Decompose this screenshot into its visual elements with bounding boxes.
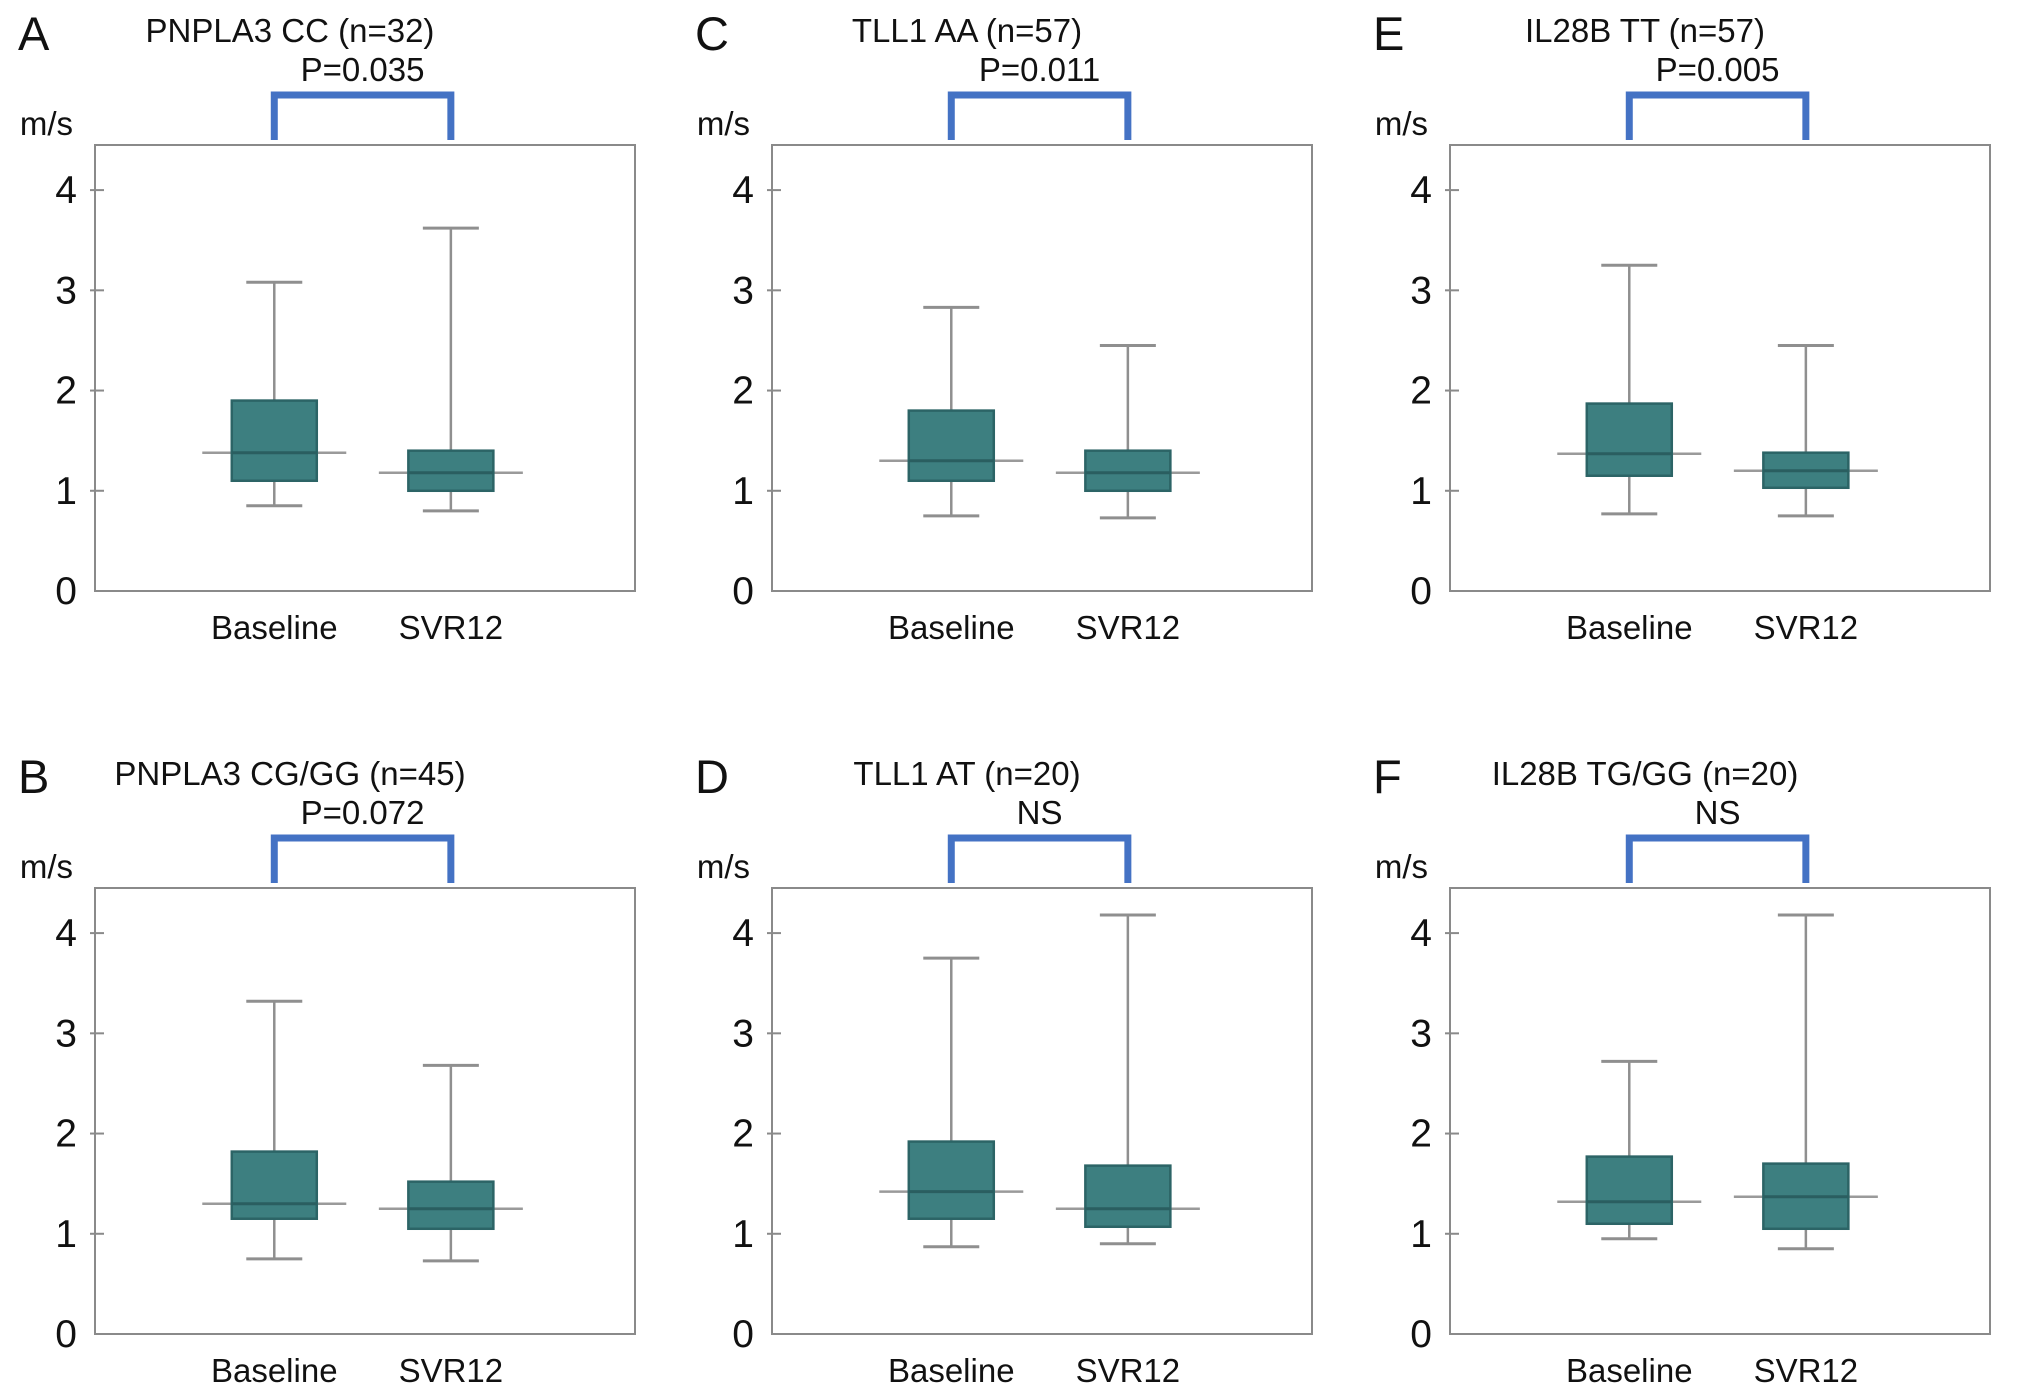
panel-title: PNPLA3 CC (n=32) (146, 12, 435, 49)
panel-title: IL28B TG/GG (n=20) (1492, 755, 1799, 792)
y-axis-tick-label: 1 (55, 470, 77, 513)
category-label: SVR12 (399, 1352, 504, 1389)
panel-letter: F (1373, 750, 1402, 803)
iqr-box (1084, 1164, 1172, 1229)
y-axis-tick-label: 4 (1410, 169, 1432, 212)
y-axis-unit-label: m/s (1375, 848, 1428, 885)
y-axis-tick-label: 2 (55, 1113, 77, 1156)
y-axis-tick-label: 3 (732, 269, 754, 312)
y-axis-tick-label: 3 (55, 1012, 77, 1055)
panel-title: PNPLA3 CG/GG (n=45) (114, 755, 465, 792)
plot-frame (94, 887, 636, 1335)
iqr-box (907, 409, 996, 483)
category-label: Baseline (211, 1352, 338, 1389)
category-label: Baseline (1566, 1352, 1693, 1389)
category-label: Baseline (888, 609, 1015, 646)
panel-title: TLL1 AA (n=57) (852, 12, 1082, 49)
y-axis-tick-label: 3 (1410, 1012, 1432, 1055)
p-value-label: NS (1017, 794, 1063, 831)
panel-E: E IL28B TT (n=57)P=0.005 m/s 4 3 2 1 0 Baseline S… (1373, 7, 1991, 646)
y-axis-tick-label: 4 (732, 169, 754, 212)
significance-bracket (270, 91, 455, 140)
plot-frame (1449, 144, 1991, 592)
y-axis-tick-label: 3 (1410, 269, 1432, 312)
panel-letter: A (18, 7, 50, 60)
y-axis-tick-label: 2 (1410, 370, 1432, 413)
panel-letter: E (1373, 7, 1404, 60)
y-axis-tick-label: 2 (1410, 1113, 1432, 1156)
y-axis-tick-label: 1 (55, 1213, 77, 1256)
iqr-box (407, 1180, 495, 1231)
p-value-label: P=0.011 (979, 51, 1100, 88)
iqr-box (1585, 1155, 1674, 1226)
significance-bracket (947, 91, 1132, 140)
y-axis-tick-label: 1 (732, 1213, 754, 1256)
y-axis-tick-label: 0 (55, 1313, 77, 1356)
iqr-box (907, 1140, 996, 1220)
panel-A: A PNPLA3 CC (n=32)P=0.035 m/s 4 3 2 1 0 Baseline… (18, 7, 636, 646)
significance-bracket (947, 834, 1132, 883)
y-axis-tick-label: 1 (1410, 470, 1432, 513)
plot-frame (1449, 887, 1991, 1335)
y-axis-unit-label: m/s (697, 848, 750, 885)
y-axis-unit-label: m/s (697, 105, 750, 142)
category-label: Baseline (1566, 609, 1693, 646)
category-label: SVR12 (1076, 1352, 1181, 1389)
iqr-box (1084, 449, 1172, 493)
significance-bracket (1625, 834, 1810, 883)
y-axis-tick-label: 1 (732, 470, 754, 513)
iqr-box (230, 1150, 319, 1220)
y-axis-tick-label: 2 (732, 1113, 754, 1156)
y-axis-tick-label: 3 (55, 269, 77, 312)
panel-title: IL28B TT (n=57) (1525, 12, 1765, 49)
y-axis-unit-label: m/s (1375, 105, 1428, 142)
y-axis-tick-label: 2 (732, 370, 754, 413)
category-label: Baseline (211, 609, 338, 646)
y-axis-tick-label: 0 (55, 570, 77, 613)
p-value-label: P=0.035 (301, 51, 425, 88)
y-axis-unit-label: m/s (20, 848, 73, 885)
y-axis-tick-label: 0 (1410, 570, 1432, 613)
y-axis-tick-label: 0 (1410, 1313, 1432, 1356)
panel-F: F IL28B TG/GG (n=20)NS m/s 4 3 2 1 0 Baseline SVR… (1373, 750, 1991, 1389)
category-label: SVR12 (1076, 609, 1181, 646)
panel-letter: C (695, 7, 729, 60)
category-label: SVR12 (1754, 1352, 1859, 1389)
y-axis-unit-label: m/s (20, 105, 73, 142)
y-axis-tick-label: 0 (732, 1313, 754, 1356)
panel-D: D TLL1 AT (n=20)NS m/s 4 3 2 1 0 Baseline SVR12 (695, 750, 1313, 1389)
y-axis-tick-label: 4 (732, 912, 754, 955)
plot-frame (771, 144, 1313, 592)
panel-title: TLL1 AT (n=20) (853, 755, 1080, 792)
plot-frame (771, 887, 1313, 1335)
p-value-label: NS (1695, 794, 1741, 831)
panel-letter: B (18, 750, 49, 803)
iqr-box (1585, 402, 1674, 477)
iqr-box (407, 449, 495, 493)
category-label: Baseline (888, 1352, 1015, 1389)
p-value-label: P=0.005 (1656, 51, 1780, 88)
y-axis-tick-label: 3 (732, 1012, 754, 1055)
plot-frame (94, 144, 636, 592)
category-label: SVR12 (399, 609, 504, 646)
y-axis-tick-label: 4 (1410, 912, 1432, 955)
iqr-box (230, 399, 319, 483)
panel-letter: D (695, 750, 729, 803)
panel-B: B PNPLA3 CG/GG (n=45)P=0.072 m/s 4 3 2 1 0 Basel… (18, 750, 636, 1389)
panel-C: C TLL1 AA (n=57)P=0.011 m/s 4 3 2 1 0 Baseline SV… (695, 7, 1313, 646)
y-axis-tick-label: 4 (55, 169, 77, 212)
y-axis-tick-label: 1 (1410, 1213, 1432, 1256)
p-value-label: P=0.072 (301, 794, 425, 831)
y-axis-tick-label: 4 (55, 912, 77, 955)
y-axis-tick-label: 2 (55, 370, 77, 413)
y-axis-tick-label: 0 (732, 570, 754, 613)
category-label: SVR12 (1754, 609, 1859, 646)
significance-bracket (270, 834, 455, 883)
significance-bracket (1625, 91, 1810, 140)
